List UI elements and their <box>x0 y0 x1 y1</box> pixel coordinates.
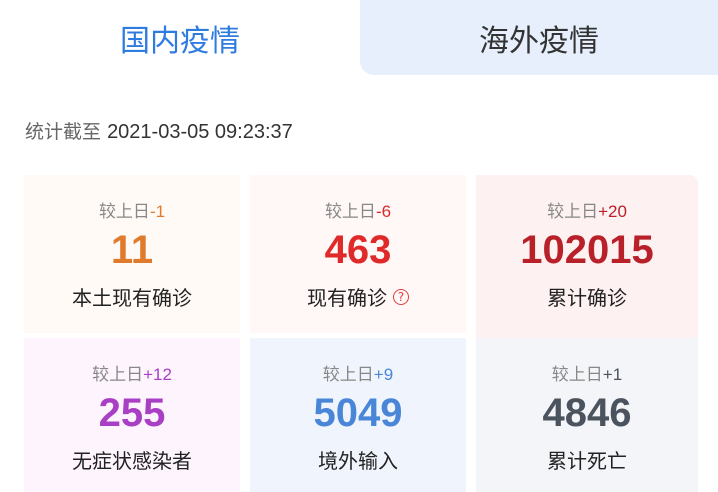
stat-value: 11 <box>110 228 154 272</box>
delta: 较上日-1 <box>99 197 165 222</box>
delta-value: -6 <box>375 202 392 221</box>
stat-value: 463 <box>324 228 392 272</box>
delta: 较上日+9 <box>323 360 393 385</box>
stat-label: 境外输入 <box>318 445 398 474</box>
stat-value: 4846 <box>542 391 632 435</box>
stat-card-imported: 较上日+9 5049 境外输入 <box>250 338 466 492</box>
question-circle-icon[interactable]: ? <box>393 288 409 305</box>
stat-value: 255 <box>98 391 166 435</box>
delta: 较上日+20 <box>547 197 627 222</box>
delta-value: +9 <box>373 365 394 384</box>
stat-label-text: 境外输入 <box>318 449 398 473</box>
delta-prefix: 较上日 <box>324 202 376 222</box>
stat-card-current-confirmed: 较上日-6 463 现有确诊? <box>250 175 466 333</box>
update-timestamp: 统计截至 2021-03-05 09:23:37 <box>25 117 293 144</box>
delta: 较上日-6 <box>325 197 391 222</box>
delta-value: -1 <box>149 202 166 221</box>
stat-card-total-deaths: 较上日+1 4846 累计死亡 <box>476 338 698 492</box>
tab-bar: 国内疫情 海外疫情 <box>0 0 718 75</box>
delta-prefix: 较上日 <box>547 202 599 222</box>
stat-label-text: 累计确诊 <box>547 286 627 310</box>
stat-value: 5049 <box>313 391 403 435</box>
timestamp-value: 2021-03-05 09:23:37 <box>107 121 293 143</box>
timestamp-label: 统计截至 <box>25 121 102 143</box>
stat-label-text: 现有确诊 <box>307 286 387 310</box>
delta-prefix: 较上日 <box>98 202 150 222</box>
stat-value: 102015 <box>520 228 654 272</box>
stat-label-text: 累计死亡 <box>547 449 627 473</box>
stat-card-local-confirmed: 较上日-1 11 本土现有确诊 <box>24 175 240 333</box>
stat-label-text: 本土现有确诊 <box>72 286 192 310</box>
delta-prefix: 较上日 <box>551 365 603 385</box>
tab-overseas[interactable]: 海外疫情 <box>360 0 718 75</box>
delta: 较上日+12 <box>92 360 172 385</box>
delta-prefix: 较上日 <box>92 365 144 385</box>
stat-label: 累计确诊 <box>547 282 627 311</box>
delta-prefix: 较上日 <box>322 365 374 385</box>
delta-value: +12 <box>143 365 172 384</box>
stat-label: 本土现有确诊 <box>72 282 192 311</box>
stat-label-text: 无症状感染者 <box>72 449 192 473</box>
delta-value: +20 <box>598 202 627 221</box>
stat-label: 无症状感染者 <box>72 445 192 474</box>
stat-label: 现有确诊? <box>307 282 409 311</box>
stat-card-asymptomatic: 较上日+12 255 无症状感染者 <box>24 338 240 492</box>
delta: 较上日+1 <box>552 360 622 385</box>
stat-label: 累计死亡 <box>547 445 627 474</box>
delta-value: +1 <box>602 365 623 384</box>
tab-domestic[interactable]: 国内疫情 <box>0 0 360 75</box>
